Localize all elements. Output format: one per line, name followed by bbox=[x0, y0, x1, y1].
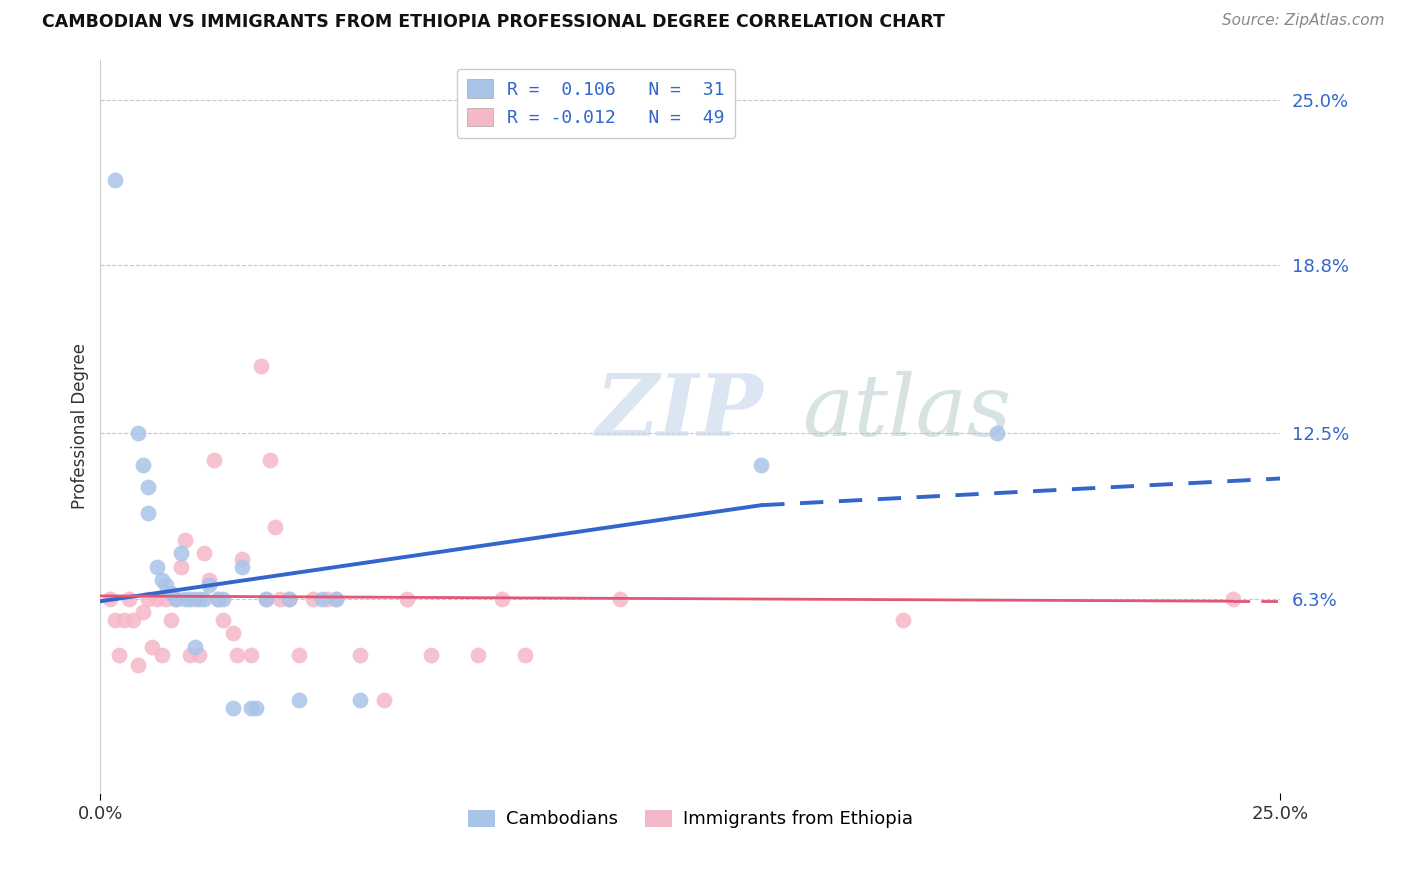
Point bbox=[179, 648, 201, 662]
Point bbox=[184, 640, 207, 654]
Point bbox=[287, 693, 309, 707]
Point bbox=[250, 359, 273, 374]
Text: Source: ZipAtlas.com: Source: ZipAtlas.com bbox=[1222, 13, 1385, 29]
Point bbox=[609, 591, 631, 606]
Point bbox=[316, 591, 339, 606]
Point bbox=[986, 426, 1008, 441]
Point bbox=[207, 591, 229, 606]
Point bbox=[198, 573, 221, 587]
Point bbox=[108, 648, 131, 662]
Point bbox=[169, 559, 191, 574]
Point bbox=[141, 640, 163, 654]
Point bbox=[132, 605, 155, 619]
Point bbox=[146, 559, 169, 574]
Point bbox=[202, 453, 225, 467]
Point bbox=[155, 578, 177, 592]
Point bbox=[127, 426, 149, 441]
Point bbox=[160, 613, 183, 627]
Point bbox=[193, 546, 215, 560]
Point bbox=[184, 591, 207, 606]
Point bbox=[349, 693, 371, 707]
Point bbox=[287, 648, 309, 662]
Point bbox=[150, 573, 173, 587]
Point bbox=[188, 648, 211, 662]
Point bbox=[122, 613, 145, 627]
Point bbox=[325, 591, 347, 606]
Point bbox=[165, 591, 187, 606]
Point bbox=[226, 648, 249, 662]
Point bbox=[207, 591, 229, 606]
Text: CAMBODIAN VS IMMIGRANTS FROM ETHIOPIA PROFESSIONAL DEGREE CORRELATION CHART: CAMBODIAN VS IMMIGRANTS FROM ETHIOPIA PR… bbox=[42, 13, 945, 31]
Point bbox=[491, 591, 513, 606]
Point bbox=[132, 458, 155, 472]
Point bbox=[749, 458, 772, 472]
Point bbox=[515, 648, 537, 662]
Point bbox=[245, 701, 267, 715]
Point bbox=[231, 551, 253, 566]
Point bbox=[165, 591, 187, 606]
Point bbox=[240, 648, 263, 662]
Point bbox=[212, 591, 235, 606]
Point bbox=[160, 586, 183, 600]
Point bbox=[174, 533, 197, 547]
Legend: Cambodians, Immigrants from Ethiopia: Cambodians, Immigrants from Ethiopia bbox=[461, 803, 920, 836]
Point bbox=[136, 479, 159, 493]
Point bbox=[174, 591, 197, 606]
Text: atlas: atlas bbox=[803, 370, 1012, 453]
Text: ZIP: ZIP bbox=[596, 370, 763, 453]
Point bbox=[259, 453, 281, 467]
Point bbox=[373, 693, 395, 707]
Point bbox=[278, 591, 301, 606]
Point bbox=[179, 591, 201, 606]
Point bbox=[146, 591, 169, 606]
Point bbox=[112, 613, 135, 627]
Point bbox=[188, 591, 211, 606]
Point bbox=[127, 658, 149, 673]
Point bbox=[1222, 591, 1244, 606]
Point bbox=[240, 701, 263, 715]
Point bbox=[419, 648, 441, 662]
Point bbox=[349, 648, 371, 662]
Point bbox=[221, 626, 243, 640]
Point bbox=[98, 591, 121, 606]
Point bbox=[118, 591, 141, 606]
Point bbox=[254, 591, 277, 606]
Point bbox=[103, 172, 125, 186]
Point bbox=[311, 591, 333, 606]
Y-axis label: Professional Degree: Professional Degree bbox=[72, 343, 89, 509]
Point bbox=[467, 648, 489, 662]
Point bbox=[325, 591, 347, 606]
Point bbox=[136, 591, 159, 606]
Point bbox=[221, 701, 243, 715]
Point bbox=[269, 591, 291, 606]
Point bbox=[231, 559, 253, 574]
Point bbox=[278, 591, 301, 606]
Point bbox=[150, 648, 173, 662]
Point bbox=[103, 613, 125, 627]
Point bbox=[891, 613, 914, 627]
Point bbox=[193, 591, 215, 606]
Point bbox=[301, 591, 323, 606]
Point bbox=[169, 546, 191, 560]
Point bbox=[155, 591, 177, 606]
Point bbox=[254, 591, 277, 606]
Point bbox=[396, 591, 419, 606]
Point bbox=[136, 506, 159, 520]
Point bbox=[264, 519, 287, 533]
Point bbox=[212, 613, 235, 627]
Point bbox=[198, 578, 221, 592]
